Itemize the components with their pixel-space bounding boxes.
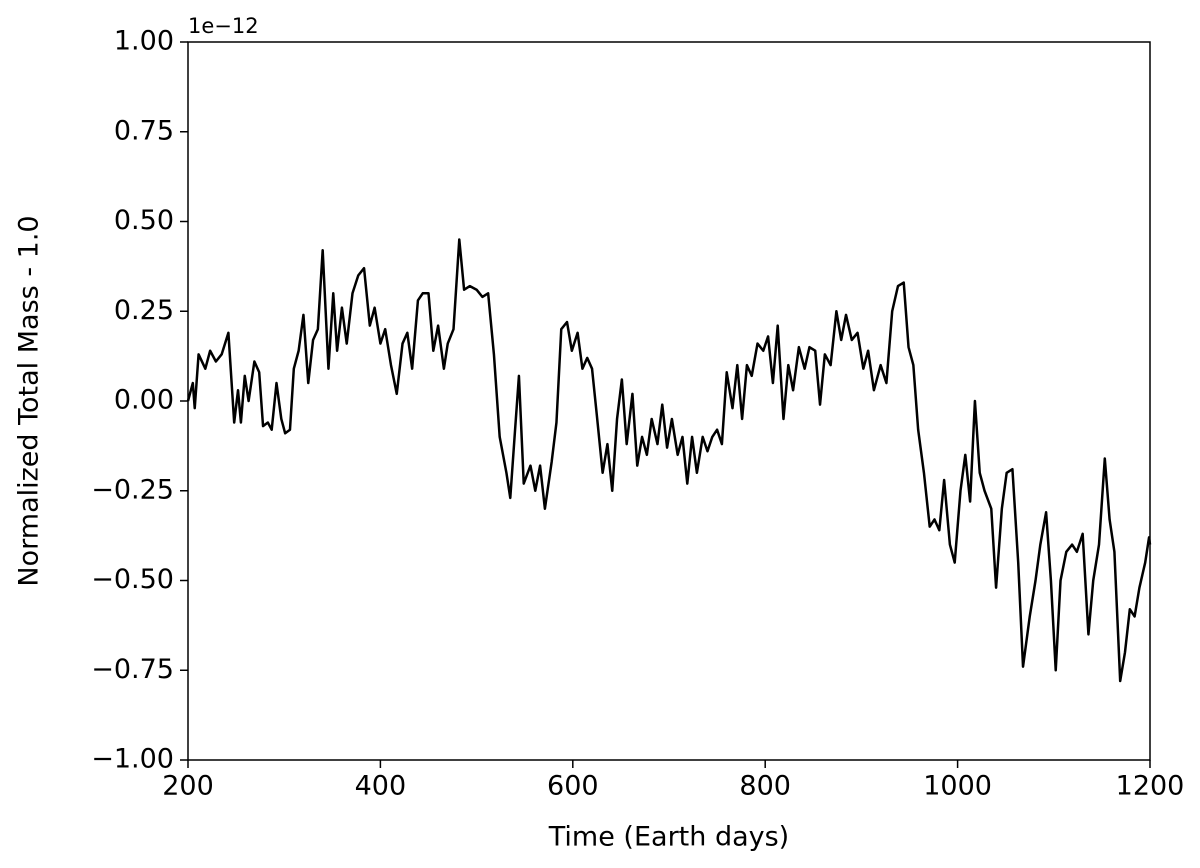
x-tick-label: 600 — [547, 771, 599, 802]
x-tick-label: 800 — [739, 771, 791, 802]
y-offset-text: 1e−12 — [188, 14, 259, 38]
y-tick-label: 0.50 — [114, 205, 174, 236]
y-tick-label: 0.25 — [114, 295, 174, 326]
x-tick-label: 1200 — [1116, 771, 1185, 802]
y-tick-label: −0.75 — [91, 654, 174, 685]
x-tick-label: 400 — [355, 771, 407, 802]
y-tick-label: −0.25 — [91, 474, 174, 505]
y-tick-label: −0.50 — [91, 564, 174, 595]
data-line — [186, 238, 1152, 683]
y-tick-label: −1.00 — [91, 744, 174, 775]
x-tick-label: 1000 — [923, 771, 992, 802]
y-tick-label: 0.00 — [114, 385, 174, 416]
y-tick-label: 0.75 — [114, 115, 174, 146]
y-axis-label: Normalized Total Mass - 1.0 — [14, 215, 45, 586]
plot-frame — [187, 41, 1151, 761]
y-tick-label: 1.00 — [114, 26, 174, 57]
x-axis-label: Time (Earth days) — [548, 822, 789, 853]
x-tick-label: 200 — [162, 771, 214, 802]
